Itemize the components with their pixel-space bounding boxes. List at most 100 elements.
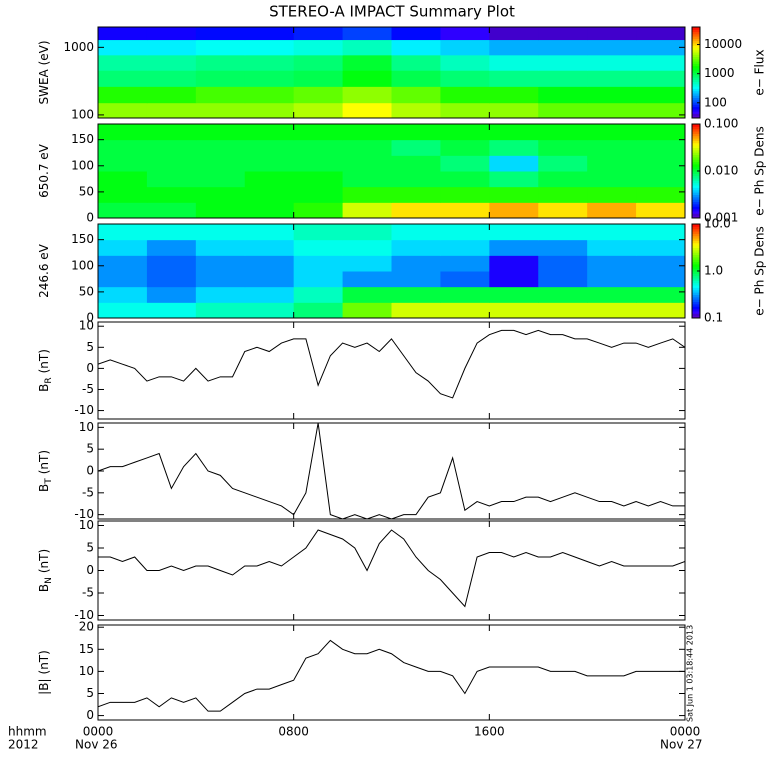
colorbar-step <box>692 308 700 312</box>
y-tick-label: 0 <box>86 563 94 577</box>
colorbar-step <box>692 49 700 53</box>
heatmap-cell <box>342 102 392 118</box>
panel-frame <box>97 321 686 420</box>
colorbar-tick-label: 1.0 <box>704 264 723 278</box>
colorbar-step <box>692 213 700 217</box>
heatmap-cell <box>636 27 685 41</box>
colorbar-tick-label: 1000 <box>704 66 735 80</box>
heatmap-cell <box>538 271 588 288</box>
colorbar-step <box>692 152 700 156</box>
heatmap-cell <box>489 239 539 256</box>
heatmap-cell <box>146 54 197 71</box>
colorbar-step <box>692 282 700 286</box>
colorbar-step <box>692 163 700 167</box>
heatmap-cell <box>146 102 197 118</box>
heatmap-cell <box>538 302 588 318</box>
colorbar-step <box>692 83 700 87</box>
colorbar-step <box>692 63 700 67</box>
panel <box>98 529 685 608</box>
colorbar-step <box>692 194 700 198</box>
colorbar-step <box>692 108 700 112</box>
heatmap-cell <box>440 39 490 56</box>
colorbar-tick-label: 10000 <box>704 37 742 51</box>
x-tick-label: 1600 <box>474 725 505 739</box>
panel <box>98 27 685 118</box>
heatmap-cell <box>538 86 588 104</box>
y-tick-label: 0 <box>86 311 94 325</box>
colorbar-step <box>692 301 700 305</box>
colorbar-step <box>692 249 700 253</box>
heatmap-cell <box>342 239 392 256</box>
colorbar-step <box>692 159 700 163</box>
colorbar-step <box>692 145 700 148</box>
colorbar-step <box>692 187 700 191</box>
y-tick-label: 5 <box>86 442 94 456</box>
heatmap-cell <box>636 102 685 118</box>
colorbar-step <box>692 27 700 30</box>
heatmap-cell <box>244 302 295 318</box>
heatmap-cell <box>636 54 685 71</box>
heatmap-cell <box>244 286 295 303</box>
heatmap-cell <box>489 39 539 56</box>
y-tick-label: -10 <box>74 507 94 521</box>
panel-frame <box>97 520 686 621</box>
heatmap-cell <box>244 86 295 104</box>
colorbar-step <box>692 256 700 260</box>
colorbar-step <box>692 113 700 117</box>
heatmap-cell <box>391 27 441 41</box>
heatmap-cell <box>587 124 637 141</box>
y-tick-label: -5 <box>82 485 94 499</box>
line-series <box>98 529 685 608</box>
heatmap-cell <box>391 70 441 87</box>
x-tick-label: 0800 <box>278 725 309 739</box>
colorbar-step <box>692 138 700 141</box>
heatmap-cell <box>538 70 588 87</box>
heatmap-cell <box>244 124 295 141</box>
y-tick-label: 100 <box>71 258 94 272</box>
colorbar-step <box>692 313 700 317</box>
heatmap-cell <box>342 86 392 104</box>
colorbar-step <box>692 303 700 307</box>
heatmap-cell <box>342 186 392 203</box>
colorbar-step <box>692 287 700 291</box>
colorbar-step <box>692 92 700 96</box>
heatmap-cell <box>587 286 637 303</box>
heatmap-cell <box>146 255 197 272</box>
heatmap-cell <box>342 70 392 87</box>
colorbar-step <box>692 268 700 272</box>
y-tick-label: 150 <box>71 132 94 146</box>
y-tick-label: -5 <box>82 586 94 600</box>
colorbar-label: e− Flux <box>753 49 767 95</box>
colorbar-step <box>692 208 700 212</box>
heatmap-cell <box>587 271 637 288</box>
colorbar-step <box>692 275 700 279</box>
heatmap-cell <box>538 286 588 303</box>
colorbar-step <box>692 166 700 170</box>
panel <box>98 639 685 712</box>
heatmap-cell <box>391 255 441 272</box>
colorbar-step <box>692 226 700 230</box>
heatmap-cell <box>195 255 246 272</box>
line-series <box>98 329 685 399</box>
heatmap-cell <box>440 54 490 71</box>
heatmap-cell <box>293 255 344 272</box>
y-tick-label: -10 <box>74 403 94 417</box>
heatmap-cell <box>98 39 148 56</box>
heatmap-cell <box>587 302 637 318</box>
heatmap-cell <box>146 86 197 104</box>
heatmap-cell <box>146 39 197 56</box>
colorbar-step <box>692 31 700 35</box>
heatmap-cell <box>440 255 490 272</box>
heatmap-cell <box>195 70 246 87</box>
panel <box>98 124 685 218</box>
heatmap-cell <box>587 86 637 104</box>
colorbar-tick-label: 0.1 <box>704 311 723 325</box>
colorbar-step <box>692 310 700 314</box>
y-label-unit: (nT) <box>37 549 51 573</box>
panel-frame <box>97 624 686 721</box>
colorbar-step <box>692 147 700 151</box>
heatmap-cell <box>489 86 539 104</box>
x-tick-label: 0000 <box>83 725 114 739</box>
colorbar-step <box>692 135 700 139</box>
heatmap-cell <box>146 271 197 288</box>
